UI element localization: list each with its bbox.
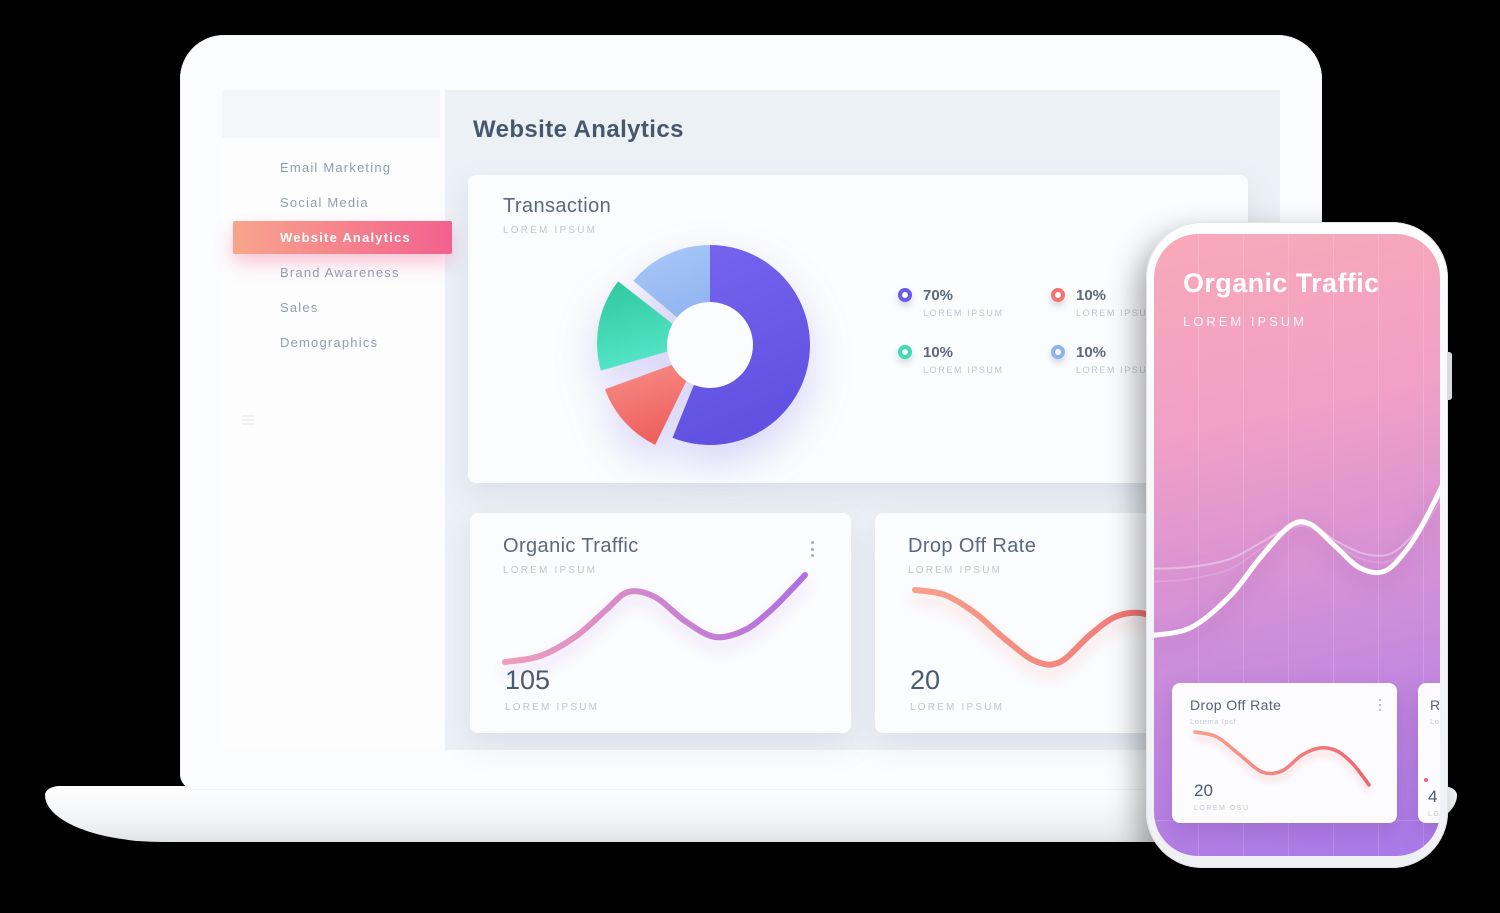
phone-page-subtitle: LOREM IPSUM xyxy=(1183,314,1308,329)
card-subtitle: Lorema Ipsf xyxy=(1190,717,1237,726)
hamburger-menu-icon[interactable] xyxy=(242,415,255,425)
legend-value: 70% xyxy=(923,287,954,304)
sidebar: Email Marketing Social Media Website Ana… xyxy=(222,90,452,750)
card-title: R xyxy=(1430,697,1440,713)
card-title: Drop Off Rate xyxy=(908,535,1037,557)
legend-label: LOREM IPSUM xyxy=(923,308,1004,318)
laptop-screen: Email Marketing Social Media Website Ana… xyxy=(222,90,1280,750)
metric-value: 105 xyxy=(505,665,551,695)
card-subtitle: LOREM IPSUM xyxy=(503,225,598,236)
metric-label: LOREM IPSUM xyxy=(505,702,600,713)
legend-item: 10% LOREM IPSUM xyxy=(1051,344,1204,375)
metric-value: 20 xyxy=(1194,781,1213,800)
card-subtitle: LOREM IPSUM xyxy=(503,565,598,576)
phone-partial-card: R Lor 4 LO xyxy=(1418,683,1440,823)
legend-ring-icon xyxy=(1051,288,1065,302)
sidebar-item-email-marketing[interactable]: Email Marketing xyxy=(280,160,392,175)
legend-ring-icon xyxy=(898,288,912,302)
legend-item: 10% LOREM IPSUM xyxy=(898,344,1051,375)
sidebar-logo xyxy=(222,90,440,138)
card-subtitle: Lor xyxy=(1430,717,1440,726)
legend-ring-icon xyxy=(1051,345,1065,359)
legend-item: 70% LOREM IPSUM xyxy=(898,287,1051,318)
page-title: Website Analytics xyxy=(473,116,684,143)
legend-value: 10% xyxy=(1076,287,1107,304)
legend-value: 10% xyxy=(1076,344,1107,361)
legend-label: LOREM IPSUM xyxy=(923,365,1004,375)
sidebar-item-sales[interactable]: Sales xyxy=(280,300,319,315)
organic-traffic-card: Organic Traffic LOREM IPSUM 105 LOREM IP… xyxy=(470,513,851,733)
legend-value: 10% xyxy=(923,344,954,361)
legend-label: LOREM IPSUM xyxy=(1076,365,1157,375)
phone-wave-chart xyxy=(1154,484,1440,638)
laptop-mockup: Email Marketing Social Media Website Ana… xyxy=(180,35,1322,790)
metric-label: LO xyxy=(1428,811,1440,818)
card-title: Drop Off Rate xyxy=(1190,697,1282,713)
transaction-card: Transaction LOREM IPSUM 70% LOREM IPSUM … xyxy=(468,175,1248,483)
transaction-card-header: Transaction LOREM IPSUM xyxy=(503,195,611,236)
legend-ring-icon xyxy=(898,345,912,359)
phone-side-button xyxy=(1447,352,1452,400)
card-title: Transaction xyxy=(503,195,612,217)
sidebar-item-website-analytics[interactable]: Website Analytics xyxy=(233,221,452,254)
metric-value: 20 xyxy=(910,665,941,695)
card-header: Drop Off Rate LOREM IPSUM xyxy=(908,535,1036,576)
legend-item: 10% LOREM IPSUM xyxy=(1051,287,1204,318)
kebab-menu-icon[interactable] xyxy=(811,541,815,557)
phone-screen: Organic Traffic LOREM IPSUM Drop Off Rat… xyxy=(1154,234,1440,856)
card-subtitle: LOREM IPSUM xyxy=(908,565,1003,576)
phone-drop-off-rate-card: Drop Off Rate Lorema Ipsf 20 LOREM OSU xyxy=(1172,683,1397,823)
card-header: R Lor xyxy=(1430,697,1440,726)
sidebar-item-demographics[interactable]: Demographics xyxy=(280,335,379,350)
metric-label: LOREM OSU xyxy=(1194,805,1250,812)
card-header: Organic Traffic LOREM IPSUM xyxy=(503,535,639,576)
donut-chart xyxy=(597,245,811,445)
metric-value: 4 xyxy=(1428,787,1438,806)
phone-mockup: Organic Traffic LOREM IPSUM Drop Off Rat… xyxy=(1146,222,1452,868)
kebab-menu-icon[interactable] xyxy=(1379,699,1383,711)
sidebar-item-brand-awareness[interactable]: Brand Awareness xyxy=(280,265,400,280)
card-header: Drop Off Rate Lorema Ipsf xyxy=(1190,697,1281,726)
sidebar-nav: Email Marketing Social Media Website Ana… xyxy=(222,151,452,361)
chart-end-dot xyxy=(1424,778,1428,782)
metric-label: LOREM IPSUM xyxy=(910,702,1005,713)
sidebar-item-social-media[interactable]: Social Media xyxy=(280,195,369,210)
donut-legend: 70% LOREM IPSUM 10% LOREM IPSUM 10% LORE… xyxy=(898,287,1204,375)
card-title: Organic Traffic xyxy=(503,535,639,557)
phone-page-title: Organic Traffic xyxy=(1183,268,1380,298)
legend-label: LOREM IPSUM xyxy=(1076,308,1157,318)
